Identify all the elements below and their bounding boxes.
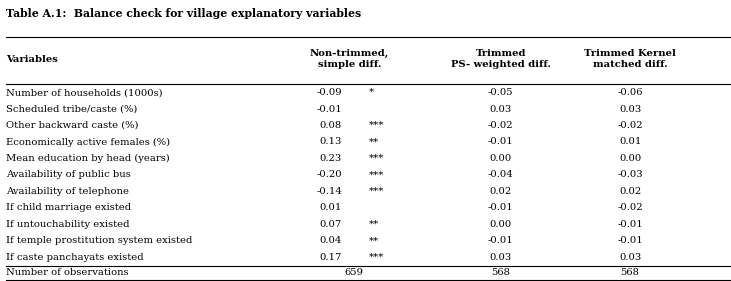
Text: -0.09: -0.09 — [317, 88, 342, 97]
Text: -0.02: -0.02 — [617, 121, 643, 130]
Text: -0.01: -0.01 — [488, 236, 514, 245]
Text: Mean education by head (years): Mean education by head (years) — [6, 154, 170, 163]
Text: ***: *** — [369, 154, 385, 163]
Text: ***: *** — [369, 170, 385, 180]
Text: ***: *** — [369, 121, 385, 130]
Text: **: ** — [369, 137, 379, 146]
Text: Other backward caste (%): Other backward caste (%) — [6, 121, 138, 130]
Text: -0.20: -0.20 — [317, 170, 342, 180]
Text: 0.01: 0.01 — [619, 137, 641, 146]
Text: -0.02: -0.02 — [488, 121, 514, 130]
Text: 0.03: 0.03 — [490, 253, 512, 262]
Text: 0.23: 0.23 — [320, 154, 342, 163]
Text: -0.05: -0.05 — [488, 88, 514, 97]
Text: If untouchability existed: If untouchability existed — [6, 220, 129, 229]
Text: Scheduled tribe/caste (%): Scheduled tribe/caste (%) — [6, 105, 137, 114]
Text: 0.02: 0.02 — [490, 187, 512, 196]
Text: 0.17: 0.17 — [319, 253, 342, 262]
Text: 0.04: 0.04 — [319, 236, 342, 245]
Text: 0.01: 0.01 — [319, 203, 342, 212]
Text: 0.03: 0.03 — [490, 105, 512, 114]
Text: -0.14: -0.14 — [317, 187, 342, 196]
Text: Number of observations: Number of observations — [6, 268, 129, 277]
Text: 659: 659 — [344, 268, 363, 277]
Text: Trimmed Kernel
matched diff.: Trimmed Kernel matched diff. — [584, 49, 676, 69]
Text: 568: 568 — [621, 268, 640, 277]
Text: -0.01: -0.01 — [617, 220, 643, 229]
Text: -0.02: -0.02 — [617, 203, 643, 212]
Text: -0.01: -0.01 — [488, 203, 514, 212]
Text: If temple prostitution system existed: If temple prostitution system existed — [6, 236, 192, 245]
Text: -0.01: -0.01 — [317, 105, 342, 114]
Text: Non-trimmed,
simple diff.: Non-trimmed, simple diff. — [310, 49, 389, 69]
Text: 0.00: 0.00 — [490, 154, 512, 163]
Text: -0.06: -0.06 — [618, 88, 643, 97]
Text: 0.00: 0.00 — [619, 154, 641, 163]
Text: *: * — [369, 88, 374, 97]
Text: -0.01: -0.01 — [617, 236, 643, 245]
Text: 0.03: 0.03 — [619, 253, 641, 262]
Text: 568: 568 — [491, 268, 510, 277]
Text: Trimmed
PS- weighted diff.: Trimmed PS- weighted diff. — [451, 49, 550, 69]
Text: Table A.1:  Balance check for village explanatory variables: Table A.1: Balance check for village exp… — [6, 8, 361, 19]
Text: -0.01: -0.01 — [488, 137, 514, 146]
Text: ***: *** — [369, 187, 385, 196]
Text: -0.03: -0.03 — [617, 170, 643, 180]
Text: 0.02: 0.02 — [619, 187, 641, 196]
Text: **: ** — [369, 220, 379, 229]
Text: -0.04: -0.04 — [488, 170, 514, 180]
Text: ***: *** — [369, 253, 385, 262]
Text: Variables: Variables — [6, 55, 58, 64]
Text: **: ** — [369, 236, 379, 245]
Text: Availability of telephone: Availability of telephone — [6, 187, 129, 196]
Text: Number of households (1000s): Number of households (1000s) — [6, 88, 162, 97]
Text: Availability of public bus: Availability of public bus — [6, 170, 131, 180]
Text: 0.07: 0.07 — [320, 220, 342, 229]
Text: 0.03: 0.03 — [619, 105, 641, 114]
Text: Economically active females (%): Economically active females (%) — [6, 137, 170, 146]
Text: 0.08: 0.08 — [320, 121, 342, 130]
Text: 0.00: 0.00 — [490, 220, 512, 229]
Text: If child marriage existed: If child marriage existed — [6, 203, 131, 212]
Text: If caste panchayats existed: If caste panchayats existed — [6, 253, 143, 262]
Text: 0.13: 0.13 — [319, 137, 342, 146]
